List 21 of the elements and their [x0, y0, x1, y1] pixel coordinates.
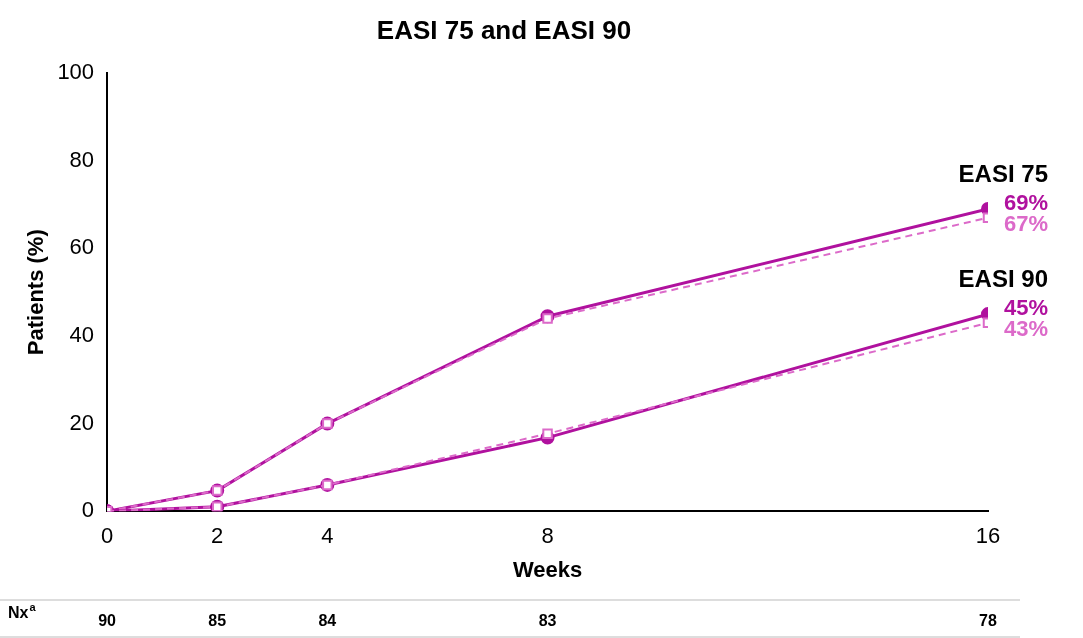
y-tick-label: 60 [69, 234, 95, 260]
x-tick-label: 16 [975, 523, 1001, 549]
y-tick-label: 80 [69, 146, 95, 172]
x-tick-label: 2 [211, 523, 224, 549]
x-axis-title: Weeks [512, 556, 583, 582]
text: 90 [98, 612, 117, 630]
y-tick-label: 0 [81, 497, 95, 523]
y-axis-title: Patients (%) [23, 229, 49, 356]
text: 83 [538, 612, 557, 630]
text: 85 [208, 612, 227, 630]
y-tick-label: 100 [57, 59, 95, 85]
annotation: EASI 75 [958, 159, 1048, 187]
text: 84 [318, 612, 337, 630]
chart-title: EASI 75 and EASI 90 [376, 14, 632, 45]
y-tick-label: 20 [69, 409, 95, 435]
x-tick-label: 4 [321, 523, 334, 549]
y-tick-label: 40 [69, 322, 95, 348]
annotation: EASI 90 [958, 264, 1048, 292]
text: 78 [979, 612, 997, 630]
x-tick-label: 0 [100, 523, 114, 549]
x-tick-label: 8 [541, 523, 554, 549]
